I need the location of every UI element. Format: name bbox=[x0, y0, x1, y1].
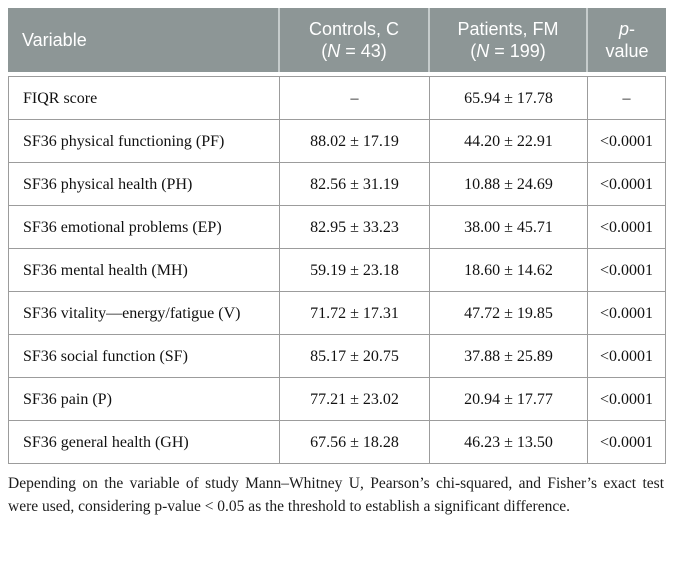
cell-controls: 77.21 ± 23.02 bbox=[280, 378, 430, 420]
column-header-controls-line2: (N = 43) bbox=[321, 41, 387, 61]
cell-variable: SF36 general health (GH) bbox=[9, 421, 280, 463]
cell-patients: 18.60 ± 14.62 bbox=[430, 249, 588, 291]
results-table: Variable Controls, C (N = 43) Patients, … bbox=[8, 8, 666, 464]
table-row: SF36 physical functioning (PF) 88.02 ± 17… bbox=[9, 120, 665, 163]
page: Variable Controls, C (N = 43) Patients, … bbox=[8, 8, 666, 515]
cell-variable: SF36 pain (P) bbox=[9, 378, 280, 420]
cell-p: <0.0001 bbox=[599, 347, 654, 365]
column-header-controls: Controls, C (N = 43) bbox=[280, 8, 430, 72]
cell-controls: 82.56 ± 31.19 bbox=[280, 163, 430, 205]
column-header-patients-line1: Patients, FM bbox=[457, 19, 559, 39]
cell-controls: 85.17 ± 20.75 bbox=[280, 335, 430, 377]
cell-p: <0.0001 bbox=[599, 304, 654, 322]
table-row: SF36 general health (GH) 67.56 ± 18.28 46.… bbox=[9, 421, 665, 463]
table-header-row: Variable Controls, C (N = 43) Patients, … bbox=[8, 8, 666, 72]
column-header-pvalue-line1: p- bbox=[618, 19, 635, 39]
cell-patients: 38.00 ± 45.71 bbox=[430, 206, 588, 248]
column-header-variable: Variable bbox=[8, 8, 280, 72]
table-row: SF36 mental health (MH) 59.19 ± 23.18 18.6… bbox=[9, 249, 665, 292]
cell-p: <0.0001 bbox=[599, 218, 654, 236]
cell-variable: SF36 emotional problems (EP) bbox=[9, 206, 280, 248]
cell-controls: – bbox=[280, 77, 430, 119]
cell-patients: 44.20 ± 22.91 bbox=[430, 120, 588, 162]
cell-patients: 20.94 ± 17.77 bbox=[430, 378, 588, 420]
cell-p: <0.0001 bbox=[599, 261, 654, 279]
table-footnote: Depending on the variable of study Mann–… bbox=[8, 475, 664, 515]
cell-controls: 82.95 ± 33.23 bbox=[280, 206, 430, 248]
cell-patients: 46.23 ± 13.50 bbox=[430, 421, 588, 463]
cell-p: – bbox=[622, 89, 631, 107]
cell-controls: 88.02 ± 17.19 bbox=[280, 120, 430, 162]
cell-variable: SF36 vitality—energy/fatigue (V) bbox=[9, 292, 280, 334]
table-row: FIQR score –65.94 ± 17.78– bbox=[9, 77, 665, 120]
cell-patients: 65.94 ± 17.78 bbox=[430, 77, 588, 119]
table-body: FIQR score –65.94 ± 17.78– SF36 physical f… bbox=[8, 76, 666, 464]
cell-variable: SF36 physical functioning (PF) bbox=[9, 120, 280, 162]
table-row: SF36 emotional problems (EP) 82.95 ± 33.2… bbox=[9, 206, 665, 249]
column-header-patients: Patients, FM (N = 199) bbox=[430, 8, 588, 72]
cell-p: <0.0001 bbox=[599, 175, 654, 193]
cell-p: <0.0001 bbox=[599, 433, 654, 451]
cell-variable: FIQR score bbox=[9, 77, 280, 119]
cell-variable: SF36 mental health (MH) bbox=[9, 249, 280, 291]
cell-p: <0.0001 bbox=[599, 390, 654, 408]
column-header-controls-line1: Controls, C bbox=[308, 19, 400, 39]
column-header-pvalue-line2: value bbox=[605, 41, 649, 61]
table-row: SF36 vitality—energy/fatigue (V) 71.72 ± … bbox=[9, 292, 665, 335]
cell-patients: 37.88 ± 25.89 bbox=[430, 335, 588, 377]
table-row: SF36 physical health (PH) 82.56 ± 31.19 10… bbox=[9, 163, 665, 206]
column-header-variable-label: Variable bbox=[22, 30, 87, 50]
column-header-patients-line2: (N = 199) bbox=[470, 41, 546, 61]
cell-controls: 71.72 ± 17.31 bbox=[280, 292, 430, 334]
table-row: SF36 social function (SF) 85.17 ± 20.75 37… bbox=[9, 335, 665, 378]
table-row: SF36 pain (P) 77.21 ± 23.02 20.94 ± 17.77 <… bbox=[9, 378, 665, 421]
cell-p: <0.0001 bbox=[599, 132, 654, 150]
cell-patients: 47.72 ± 19.85 bbox=[430, 292, 588, 334]
cell-patients: 10.88 ± 24.69 bbox=[430, 163, 588, 205]
cell-controls: 59.19 ± 23.18 bbox=[280, 249, 430, 291]
cell-variable: SF36 social function (SF) bbox=[9, 335, 280, 377]
cell-controls: 67.56 ± 18.28 bbox=[280, 421, 430, 463]
column-header-pvalue: p- value bbox=[588, 8, 666, 72]
cell-variable: SF36 physical health (PH) bbox=[9, 163, 280, 205]
